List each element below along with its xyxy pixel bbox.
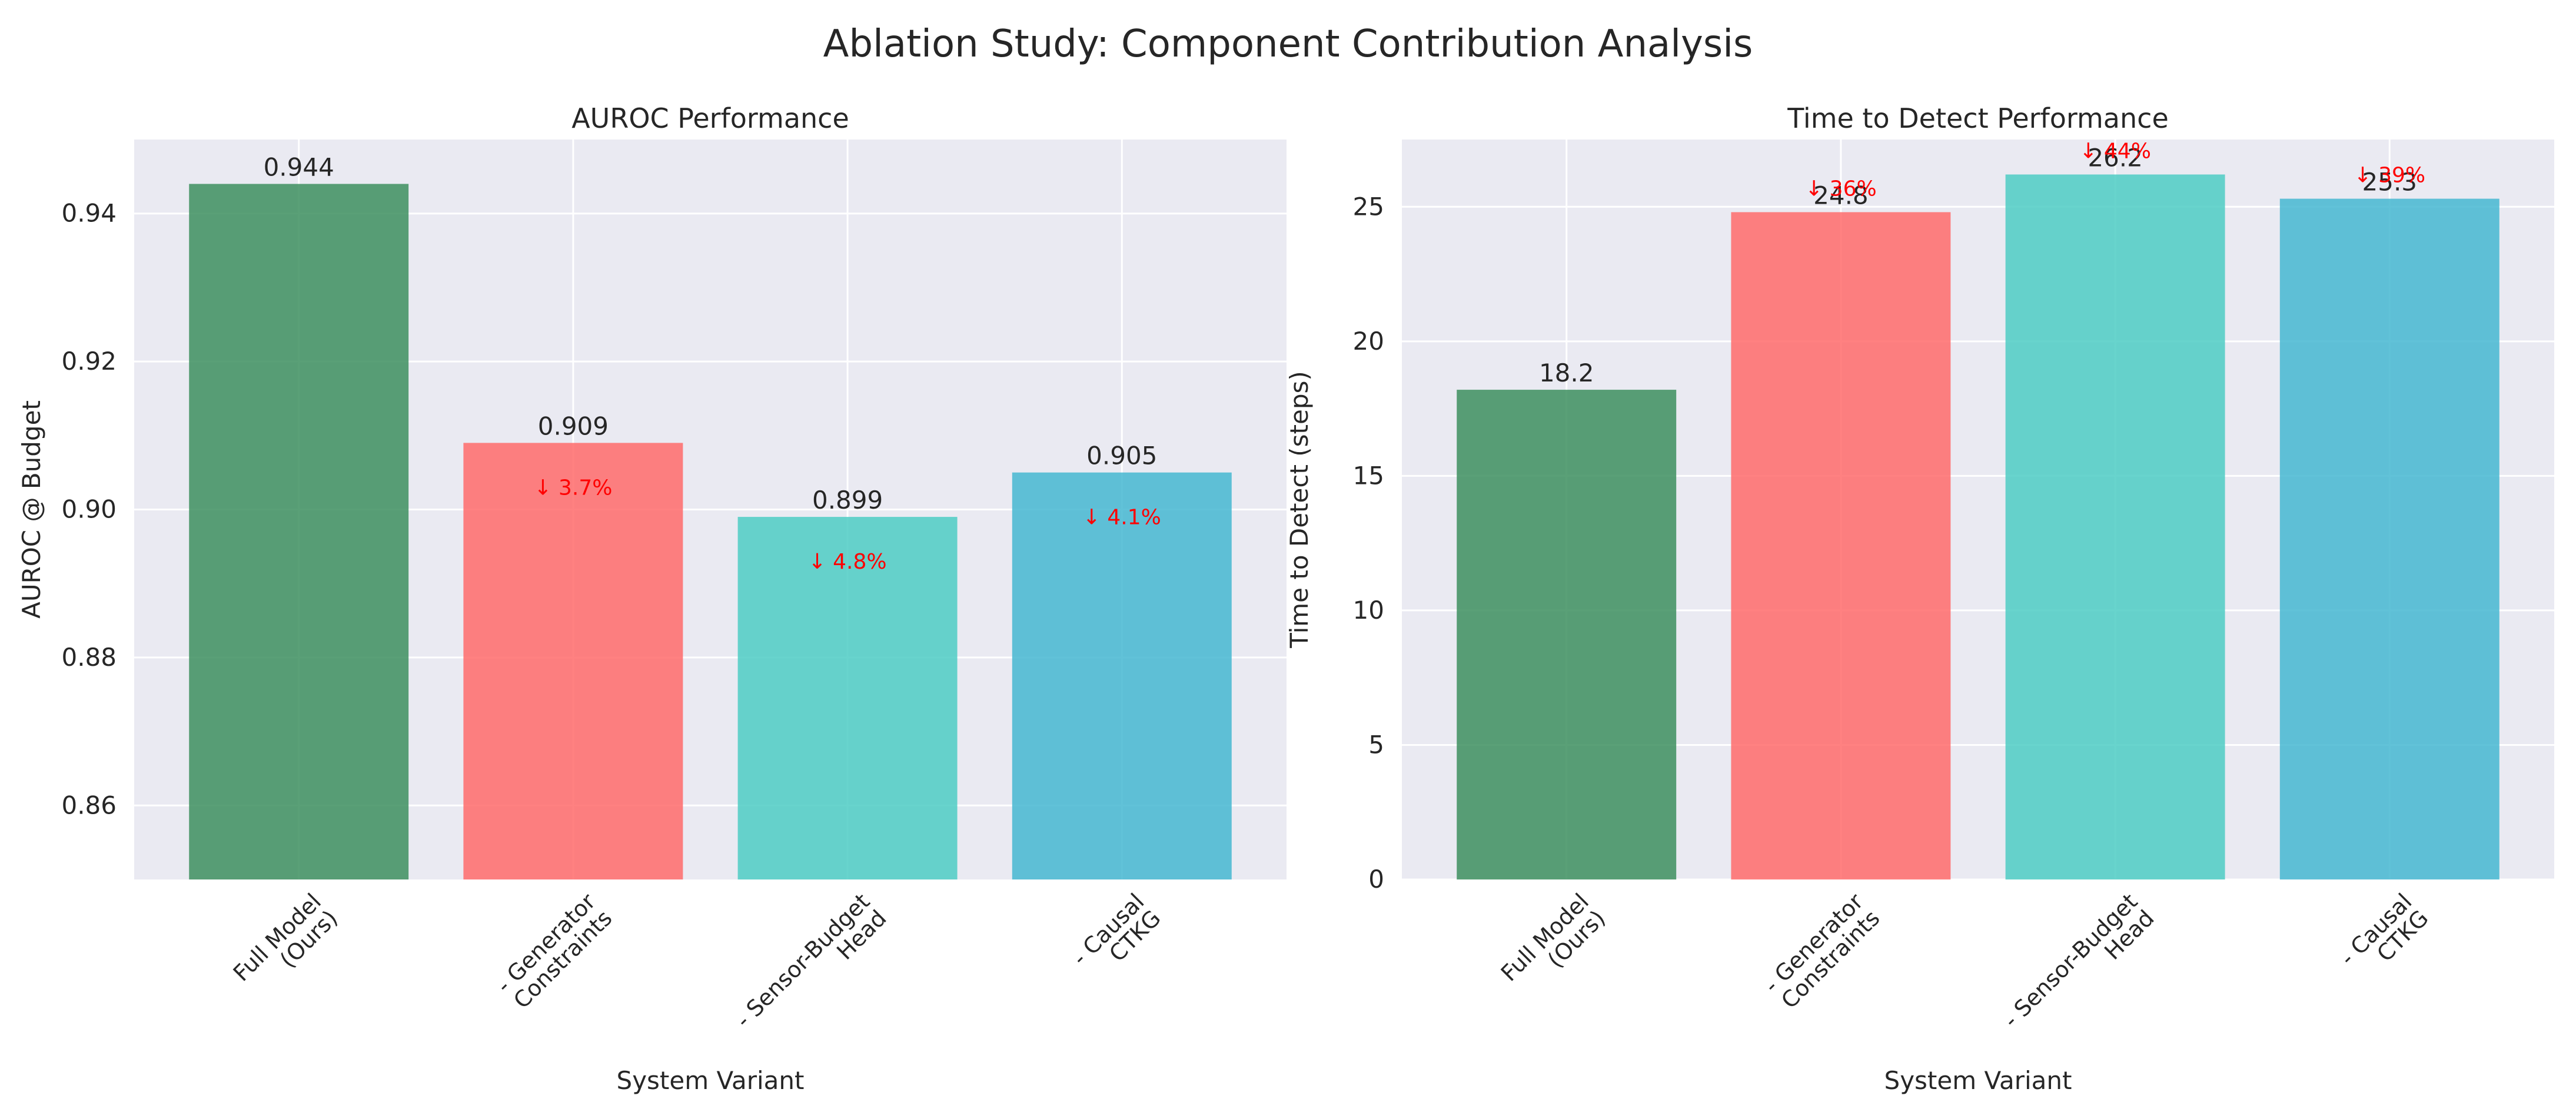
x-tick-label: Full Model(Ours): [228, 888, 343, 1003]
y-tick-label: 0: [1368, 865, 1384, 894]
bar-causal-ctkg: [2279, 198, 2499, 879]
y-tick-label: 0.92: [61, 347, 117, 376]
axes-title: AUROC Performance: [571, 102, 849, 134]
y-tick-label: 0.88: [61, 643, 117, 672]
axes-title: Time to Detect Performance: [1787, 102, 2169, 134]
value-label: 0.944: [264, 152, 334, 181]
y-tick-label: 0.86: [61, 791, 117, 819]
delta-label: ↓ 39%: [2354, 164, 2425, 188]
delta-label: ↓ 44%: [2079, 139, 2151, 163]
y-tick-label: 0.94: [61, 199, 117, 228]
delta-label: ↓ 36%: [1805, 177, 1877, 201]
y-tick-label: 0.90: [61, 495, 117, 524]
y-tick-label: 5: [1368, 730, 1384, 759]
figure-title: Ablation Study: Component Contribution A…: [823, 22, 1753, 66]
delta-label: ↓ 3.7%: [534, 476, 612, 500]
y-axis-label: Time to Detect (steps): [1285, 371, 1314, 649]
x-tick-label: Full Model(Ours): [1496, 888, 1610, 1003]
bar-full-model-ours: [189, 184, 409, 879]
bar-causal-ctkg: [1012, 472, 1232, 879]
x-tick-label: - CausalCTKG: [2335, 888, 2434, 987]
bar-sensor-budget-head: [2005, 174, 2225, 879]
y-tick-label: 15: [1353, 461, 1384, 490]
x-axis-label: System Variant: [1884, 1066, 2072, 1095]
y-tick-label: 25: [1353, 192, 1384, 221]
value-label: 0.909: [538, 411, 609, 440]
bar-generator-constraints: [463, 443, 683, 879]
bar-sensor-budget-head: [737, 517, 958, 879]
bar-generator-constraints: [1731, 212, 1951, 879]
y-tick-label: 10: [1353, 596, 1384, 625]
delta-label: ↓ 4.8%: [809, 550, 887, 574]
x-tick-label: - GeneratorConstraints: [1759, 888, 1884, 1014]
value-label: 24.8: [1813, 181, 1869, 210]
value-label: 0.899: [812, 486, 883, 514]
delta-label: ↓ 4.1%: [1083, 506, 1161, 530]
bar-full-model-ours: [1457, 390, 1677, 879]
value-label: 25.3: [2362, 168, 2418, 197]
y-tick-label: 20: [1353, 327, 1384, 356]
value-label: 26.2: [2088, 143, 2143, 172]
value-label: 0.905: [1086, 442, 1157, 470]
x-tick-label: - GeneratorConstraints: [491, 888, 617, 1014]
y-axis-label: AUROC @ Budget: [17, 400, 46, 619]
x-tick-label: - Sensor-BudgetHead: [730, 888, 891, 1049]
x-tick-label: - Sensor-BudgetHead: [1998, 888, 2159, 1049]
time-to-detect-panel: 0 5 10 15 20 25 18.2 Full Model(Ours) 24.8↓ 36% -…: [1285, 102, 2554, 1095]
x-tick-label: - CausalCTKG: [1067, 888, 1166, 987]
auroc-panel: 0.86 0.88 0.90 0.92 0.94 0.944 Full Model(Ours…: [17, 102, 1287, 1095]
x-axis-label: System Variant: [617, 1066, 805, 1095]
value-label: 18.2: [1539, 359, 1594, 387]
